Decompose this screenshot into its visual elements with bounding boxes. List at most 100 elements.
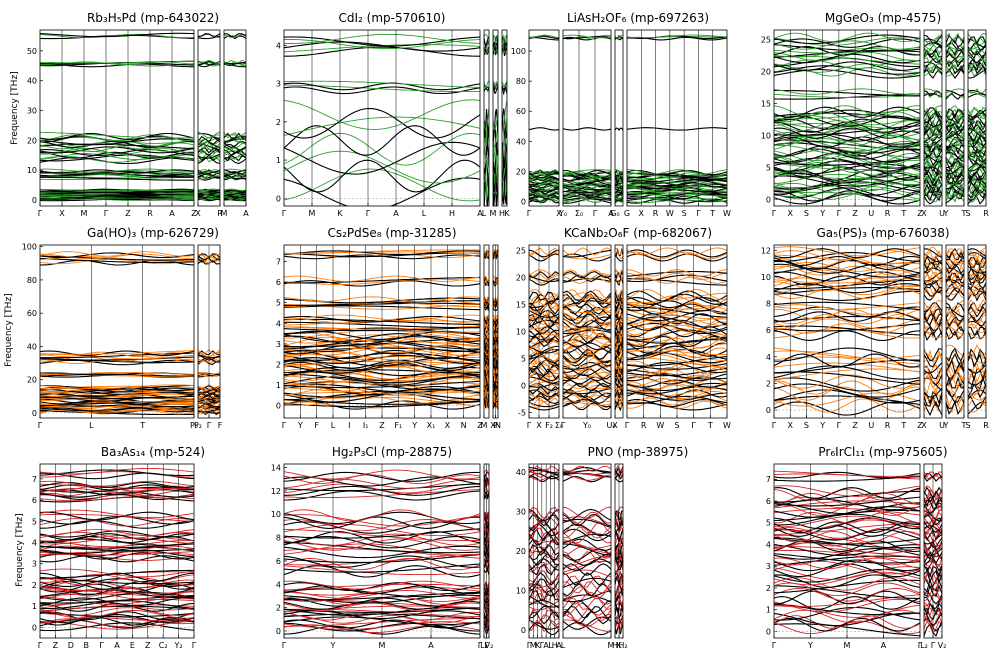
band-line bbox=[529, 619, 559, 632]
band-line bbox=[198, 196, 220, 199]
band-line bbox=[529, 188, 559, 192]
panel-title: Pr₆IrCl₁₁ (mp-975605) bbox=[818, 445, 947, 459]
band-line bbox=[946, 34, 964, 45]
x-tick-label: X bbox=[490, 421, 496, 430]
band-line bbox=[946, 32, 964, 42]
band-line bbox=[615, 247, 623, 255]
band-line bbox=[563, 35, 611, 39]
x-tick-label: R bbox=[885, 421, 891, 430]
band-line bbox=[968, 174, 986, 187]
band-line bbox=[774, 330, 920, 341]
y-tick-label: 6 bbox=[276, 557, 281, 566]
band-line bbox=[946, 287, 964, 297]
x-tick-label: R bbox=[885, 209, 891, 218]
band-line bbox=[774, 383, 920, 398]
band-line bbox=[924, 105, 942, 117]
band-line bbox=[774, 38, 920, 48]
band-line bbox=[774, 356, 920, 368]
band-line bbox=[40, 359, 194, 366]
band-line bbox=[946, 158, 964, 168]
band-line bbox=[563, 543, 611, 556]
y-tick-label: 4 bbox=[32, 539, 37, 548]
segment-frame bbox=[923, 29, 943, 207]
band-line bbox=[40, 153, 194, 160]
x-tick-label: X bbox=[612, 421, 618, 430]
band-line bbox=[968, 130, 986, 142]
band-line bbox=[774, 250, 920, 261]
band-line bbox=[924, 347, 942, 362]
band-line bbox=[924, 147, 942, 159]
band-line bbox=[529, 295, 559, 307]
x-tick-label: T bbox=[900, 421, 906, 430]
band-line bbox=[924, 390, 942, 405]
band-line bbox=[40, 188, 194, 192]
band-line bbox=[563, 572, 611, 586]
band-line bbox=[563, 34, 611, 39]
x-tick-label: T bbox=[900, 209, 906, 218]
x-tick-label: M bbox=[530, 641, 537, 650]
y-tick-label: 6 bbox=[276, 278, 281, 287]
y-tick-label: 15 bbox=[516, 300, 526, 309]
band-line bbox=[563, 169, 611, 176]
band-line bbox=[529, 298, 559, 310]
band-line bbox=[968, 261, 986, 272]
band-line bbox=[563, 608, 611, 621]
band-line bbox=[774, 148, 920, 160]
band-line bbox=[924, 88, 942, 95]
band-line bbox=[529, 169, 559, 176]
band-line bbox=[40, 251, 194, 257]
y-tick-label: 10 bbox=[516, 587, 526, 596]
band-line bbox=[968, 348, 986, 363]
y-tick-label: 0 bbox=[276, 627, 281, 636]
x-tick-label: V₂ bbox=[485, 641, 494, 650]
band-line bbox=[968, 320, 986, 331]
band-line bbox=[774, 398, 920, 413]
band-line bbox=[924, 356, 942, 371]
y-tick-label: 12 bbox=[761, 246, 771, 255]
band-line bbox=[968, 187, 986, 199]
band-line bbox=[563, 539, 611, 549]
band-line bbox=[924, 183, 942, 194]
band-line bbox=[284, 46, 480, 57]
band-line bbox=[924, 290, 942, 301]
band-line bbox=[615, 299, 623, 313]
x-tick-label: C₂ bbox=[159, 641, 168, 650]
band-line bbox=[40, 134, 194, 142]
band-line bbox=[946, 266, 964, 276]
x-tick-label: Γ bbox=[918, 641, 923, 650]
x-tick-label: Γ bbox=[282, 209, 287, 218]
y-tick-label: 20 bbox=[27, 376, 37, 385]
band-line bbox=[529, 366, 559, 378]
x-tick-label: L bbox=[482, 209, 487, 218]
band-line bbox=[615, 169, 623, 175]
y-tick-label: 60 bbox=[516, 107, 526, 116]
band-line bbox=[615, 289, 623, 300]
x-tick-label: H bbox=[552, 641, 558, 650]
x-tick-label: Γ bbox=[104, 209, 109, 218]
band-line bbox=[924, 299, 942, 311]
x-tick-label: X bbox=[787, 421, 793, 430]
band-line bbox=[924, 278, 942, 287]
x-tick-label: F bbox=[314, 421, 319, 430]
band-line bbox=[946, 344, 964, 358]
row1-y-axis-label: Frequency [THz] bbox=[10, 71, 20, 144]
band-line bbox=[529, 345, 559, 357]
panel-title: CdI₂ (mp-570610) bbox=[339, 11, 446, 25]
x-tick-label: X bbox=[195, 209, 201, 218]
band-line bbox=[615, 294, 623, 305]
band-line bbox=[774, 126, 920, 138]
x-tick-label: Γ bbox=[99, 641, 104, 650]
band-line bbox=[946, 306, 964, 318]
path-segment: L bbox=[482, 29, 490, 218]
band-line bbox=[529, 561, 559, 574]
band-line bbox=[563, 171, 611, 177]
band-line bbox=[563, 581, 611, 594]
x-tick-label: Z bbox=[852, 421, 858, 430]
band-line bbox=[774, 173, 920, 185]
band-line bbox=[924, 272, 942, 282]
x-tick-label: Γ bbox=[38, 209, 43, 218]
